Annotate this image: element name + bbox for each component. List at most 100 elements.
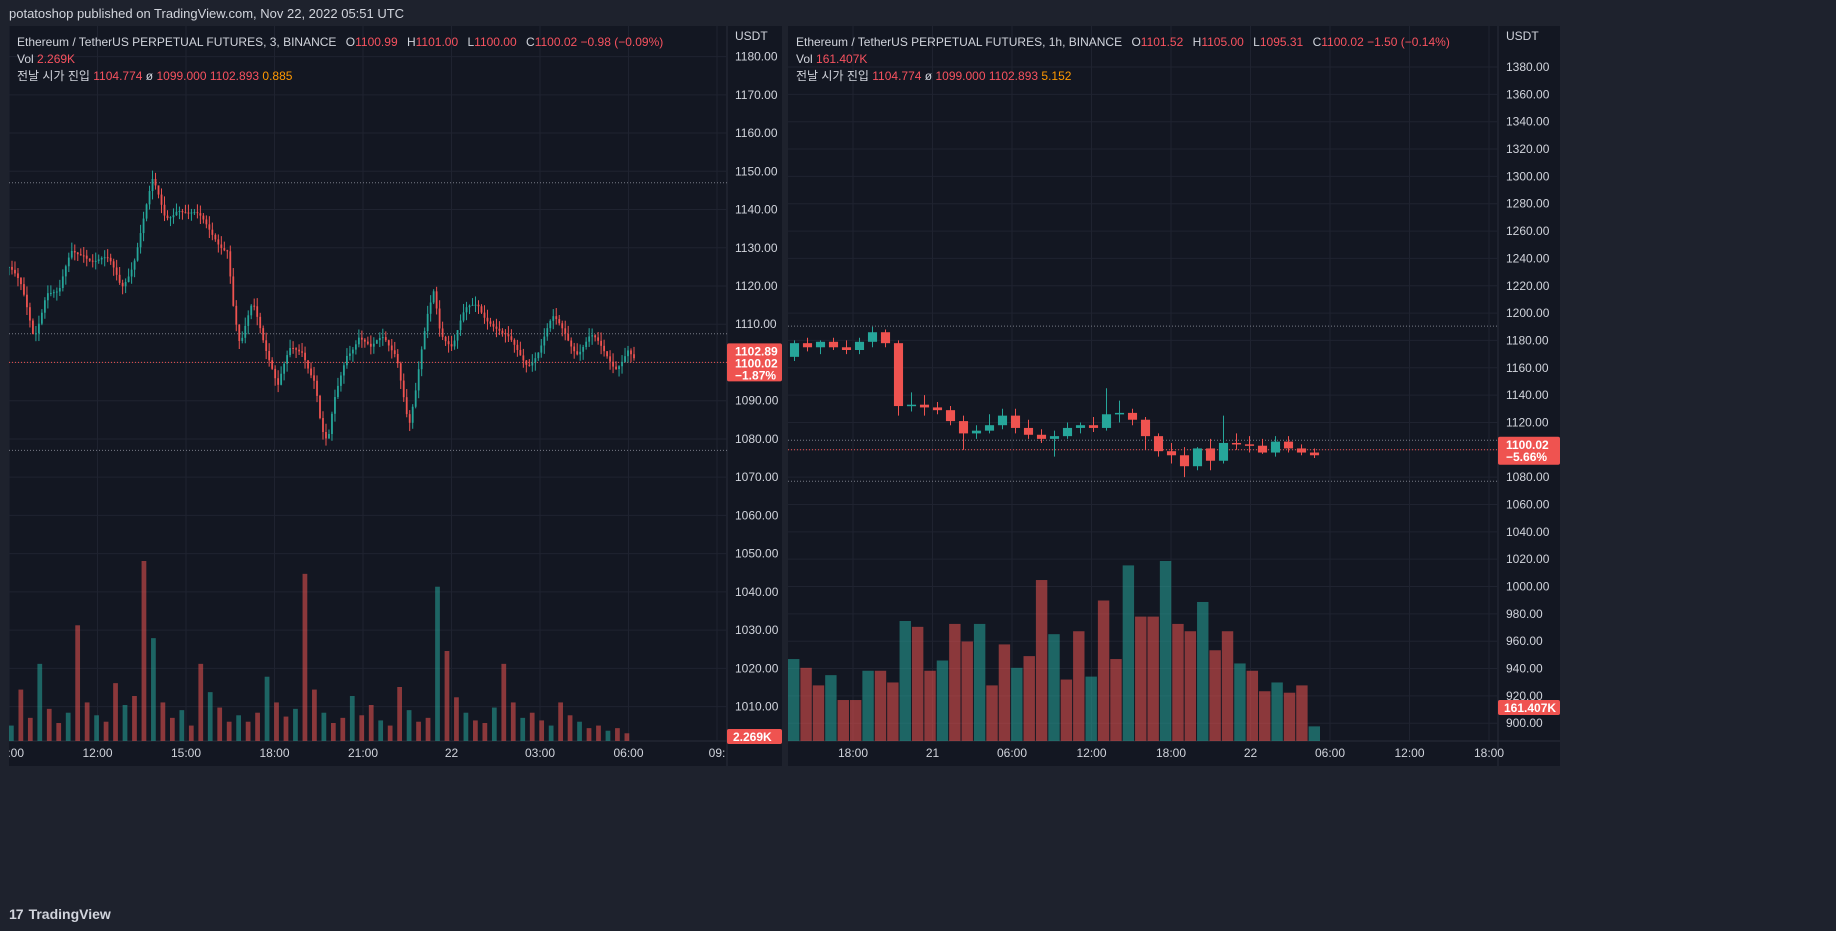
candle-body xyxy=(301,351,303,353)
candle-body xyxy=(232,276,235,306)
candle-body xyxy=(58,287,61,292)
candle-body xyxy=(244,325,247,338)
volume-bar xyxy=(1023,656,1035,741)
indicator-name[interactable]: 전날 시가 진입 xyxy=(796,69,869,83)
volume-bar xyxy=(160,702,166,741)
volume-bar xyxy=(624,733,630,741)
y-tick-label: 1020.00 xyxy=(1506,552,1550,566)
volume-label[interactable]: Vol xyxy=(17,52,34,66)
candle-body xyxy=(11,266,13,270)
tradingview-logo-icon[interactable]: 17 xyxy=(9,905,24,922)
candle-body xyxy=(549,320,552,329)
indicator-value-3: 1102.893 xyxy=(209,69,260,83)
volume-bar xyxy=(520,717,526,741)
candle-body xyxy=(600,340,603,346)
volume-bar xyxy=(491,707,497,741)
volume-bar xyxy=(849,700,862,741)
tradingview-footer: 17 TradingView xyxy=(0,896,1836,931)
symbol-title[interactable]: Ethereum / TetherUS PERPETUAL FUTURES, 1… xyxy=(796,35,1123,49)
candle-body xyxy=(265,340,268,352)
candle-body xyxy=(919,404,930,408)
tradingview-brand[interactable]: TradingView xyxy=(28,905,111,922)
candle-body xyxy=(1101,414,1112,428)
indicator-name[interactable]: 전날 시가 진입 xyxy=(17,69,90,83)
candle-body xyxy=(109,257,112,262)
volume-bar xyxy=(1085,676,1097,741)
candle-body xyxy=(429,302,432,314)
candle-body xyxy=(390,345,393,351)
candle-body xyxy=(411,406,414,423)
candle-body xyxy=(465,307,468,313)
candle-body xyxy=(268,351,271,361)
x-tick-label: 12:00 xyxy=(82,746,112,760)
candle-body xyxy=(1218,442,1229,461)
chart-3m-canvas[interactable]: USDT 1180.00 1170.00 1160.00 1150.00 1140.00 1… xyxy=(9,26,782,766)
candle-body xyxy=(1049,436,1060,439)
symbol-title[interactable]: Ethereum / TetherUS PERPETUAL FUTURES, 3… xyxy=(17,35,337,49)
candle-body xyxy=(893,343,904,407)
volume-bar xyxy=(46,708,52,741)
candle-body xyxy=(354,344,357,350)
candle-body xyxy=(139,233,142,248)
chart-1h-canvas[interactable]: USDT 1380.00 1360.00 1340.00 1320.00 1300.00 1… xyxy=(788,26,1560,766)
volume-value: 2.269K xyxy=(37,52,76,66)
candle-body xyxy=(1114,412,1125,415)
candle-body xyxy=(880,332,891,344)
volume-value: 161.407K xyxy=(816,52,868,66)
x-tick-label: 18:00 xyxy=(259,746,289,760)
candle-body xyxy=(369,343,372,347)
y-tick-label: 1140.00 xyxy=(1506,388,1549,402)
candle-body xyxy=(148,191,151,205)
chart-panel-3m[interactable]: USDT 1180.00 1170.00 1160.00 1150.00 1140.00 1… xyxy=(9,26,782,766)
candle-body xyxy=(360,337,363,340)
volume-bar xyxy=(435,586,440,741)
candle-body xyxy=(322,418,324,432)
candle-body xyxy=(984,425,995,431)
candle-body xyxy=(124,281,127,287)
candle-body xyxy=(334,397,336,414)
volume-bar xyxy=(245,721,251,741)
candle-body xyxy=(468,305,471,308)
candle-body xyxy=(29,307,31,321)
candle-body xyxy=(423,331,426,350)
candle-body xyxy=(43,300,46,313)
candle-body xyxy=(603,345,605,352)
candle-body xyxy=(474,304,477,306)
candle-body xyxy=(136,247,139,261)
candle-body xyxy=(340,375,342,386)
candle-body xyxy=(1296,448,1307,453)
volume-bar xyxy=(482,723,488,741)
chart-panel-1h[interactable]: USDT 1380.00 1360.00 1340.00 1320.00 1300.00 1… xyxy=(788,26,1560,766)
volume-bar xyxy=(788,659,800,741)
candle-body xyxy=(621,361,623,367)
candle-body xyxy=(9,266,10,268)
candle-body xyxy=(528,364,531,366)
candle-body xyxy=(384,337,387,341)
candle-body xyxy=(456,330,459,341)
price-tag-last: 1100.02 xyxy=(1506,438,1549,452)
price-tag-percent: −1.87% xyxy=(735,368,776,382)
volume-bar xyxy=(330,723,336,741)
volume-tag-value: 161.407K xyxy=(1504,701,1556,715)
indicator-value-1: 1104.774 xyxy=(872,69,922,83)
volume-bar xyxy=(113,683,118,741)
candle-body xyxy=(606,351,608,357)
volume-label[interactable]: Vol xyxy=(796,52,813,66)
y-tick-label: 1240.00 xyxy=(1506,251,1550,265)
volume-bar xyxy=(911,626,924,741)
ohlc-close-label: C xyxy=(1312,35,1322,49)
candle-body xyxy=(525,360,528,365)
candle-body xyxy=(802,343,813,348)
x-tick-label: 12:00 xyxy=(1394,746,1424,760)
candle-body xyxy=(184,212,187,214)
volume-bar xyxy=(998,644,1011,741)
candle-body xyxy=(64,266,67,277)
volume-bar xyxy=(605,730,611,741)
candle-body xyxy=(32,320,34,335)
candle-body xyxy=(441,328,444,337)
ohlc-open-label: O xyxy=(1131,35,1141,49)
candle-body xyxy=(331,413,333,435)
volume-bar xyxy=(586,728,592,741)
volume-bar xyxy=(1097,600,1110,741)
y-tick-label: 1010.00 xyxy=(735,700,779,714)
